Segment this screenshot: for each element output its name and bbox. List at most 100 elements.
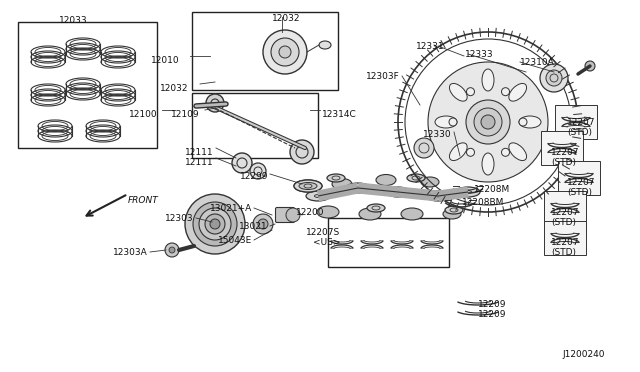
Ellipse shape (401, 208, 423, 220)
Circle shape (205, 214, 225, 234)
Circle shape (449, 118, 457, 126)
Circle shape (540, 64, 568, 92)
Ellipse shape (509, 143, 527, 161)
Circle shape (286, 208, 300, 222)
Ellipse shape (346, 183, 370, 193)
Text: 12303A: 12303A (113, 248, 148, 257)
Ellipse shape (449, 143, 467, 161)
Ellipse shape (509, 83, 527, 101)
Ellipse shape (465, 190, 472, 193)
Text: 12111: 12111 (186, 158, 214, 167)
Circle shape (585, 61, 595, 71)
Ellipse shape (421, 177, 439, 187)
Ellipse shape (294, 180, 322, 192)
Ellipse shape (376, 174, 396, 186)
Ellipse shape (367, 204, 385, 212)
Circle shape (519, 118, 527, 126)
Circle shape (467, 88, 474, 96)
Text: 12200: 12200 (296, 208, 324, 217)
Text: 12299: 12299 (239, 172, 268, 181)
Text: 12208BM: 12208BM (462, 198, 504, 207)
Ellipse shape (435, 116, 457, 128)
Text: 12033: 12033 (59, 16, 87, 25)
Text: 12207
(STD): 12207 (STD) (551, 208, 579, 227)
Bar (544, 221, 586, 255)
Text: 12207
(STD): 12207 (STD) (567, 178, 595, 198)
Ellipse shape (327, 174, 345, 182)
Bar (555, 105, 597, 139)
Ellipse shape (426, 191, 450, 201)
Ellipse shape (443, 209, 461, 219)
Ellipse shape (407, 174, 425, 182)
Text: 12310A: 12310A (520, 58, 555, 67)
Bar (558, 161, 600, 195)
Text: 12314C: 12314C (322, 110, 356, 119)
Text: 12100: 12100 (129, 110, 158, 119)
Text: 12207
(STD): 12207 (STD) (551, 148, 579, 167)
Ellipse shape (306, 191, 330, 201)
Circle shape (467, 148, 474, 156)
Circle shape (206, 94, 224, 112)
Ellipse shape (355, 186, 362, 189)
Bar (192, 12, 338, 90)
Bar (544, 191, 586, 225)
Text: 12032: 12032 (159, 84, 188, 93)
Circle shape (502, 88, 509, 96)
Ellipse shape (519, 116, 541, 128)
Text: 12109: 12109 (172, 110, 200, 119)
Circle shape (210, 219, 220, 229)
Ellipse shape (435, 195, 442, 198)
Ellipse shape (319, 41, 331, 49)
Ellipse shape (394, 190, 402, 193)
Text: 12207
(STD): 12207 (STD) (551, 238, 579, 257)
Text: 12208M: 12208M (474, 185, 510, 194)
Circle shape (193, 202, 237, 246)
Text: 12303F: 12303F (366, 72, 400, 81)
Circle shape (253, 214, 273, 234)
Ellipse shape (449, 83, 467, 101)
Text: 12207S
<US>: 12207S <US> (306, 228, 340, 247)
Ellipse shape (482, 69, 494, 91)
Circle shape (428, 62, 548, 182)
Circle shape (258, 219, 268, 229)
Text: 12010: 12010 (152, 56, 180, 65)
Ellipse shape (317, 206, 339, 218)
Circle shape (279, 46, 291, 58)
Circle shape (165, 243, 179, 257)
Text: 12303: 12303 (165, 214, 194, 223)
Circle shape (414, 138, 434, 158)
Bar (328, 218, 449, 267)
Ellipse shape (386, 187, 410, 197)
Text: 12207
(STD): 12207 (STD) (567, 118, 595, 137)
Ellipse shape (445, 206, 463, 214)
Text: J1200240: J1200240 (563, 350, 605, 359)
Ellipse shape (482, 153, 494, 175)
Text: 12209: 12209 (478, 300, 506, 309)
Circle shape (263, 30, 307, 74)
Text: 12330: 12330 (424, 130, 452, 139)
Text: 12209: 12209 (478, 310, 506, 319)
Bar (18, 22, 157, 148)
Text: 12333: 12333 (465, 50, 493, 59)
Text: 12032: 12032 (272, 14, 300, 23)
Bar (541, 131, 583, 165)
Text: FRONT: FRONT (128, 196, 159, 205)
Text: 12331: 12331 (416, 42, 444, 51)
Ellipse shape (314, 195, 322, 198)
Ellipse shape (456, 187, 480, 197)
Circle shape (290, 140, 314, 164)
Circle shape (271, 38, 299, 66)
Bar (192, 93, 318, 158)
Circle shape (502, 148, 509, 156)
Text: 12111: 12111 (186, 148, 214, 157)
Circle shape (546, 70, 562, 86)
Text: 15043E: 15043E (218, 236, 252, 245)
Ellipse shape (359, 208, 381, 220)
Text: 13021+A: 13021+A (210, 204, 252, 213)
Circle shape (474, 108, 502, 136)
Circle shape (466, 100, 510, 144)
Circle shape (232, 153, 252, 173)
Circle shape (481, 115, 495, 129)
Circle shape (169, 247, 175, 253)
Circle shape (199, 208, 231, 240)
